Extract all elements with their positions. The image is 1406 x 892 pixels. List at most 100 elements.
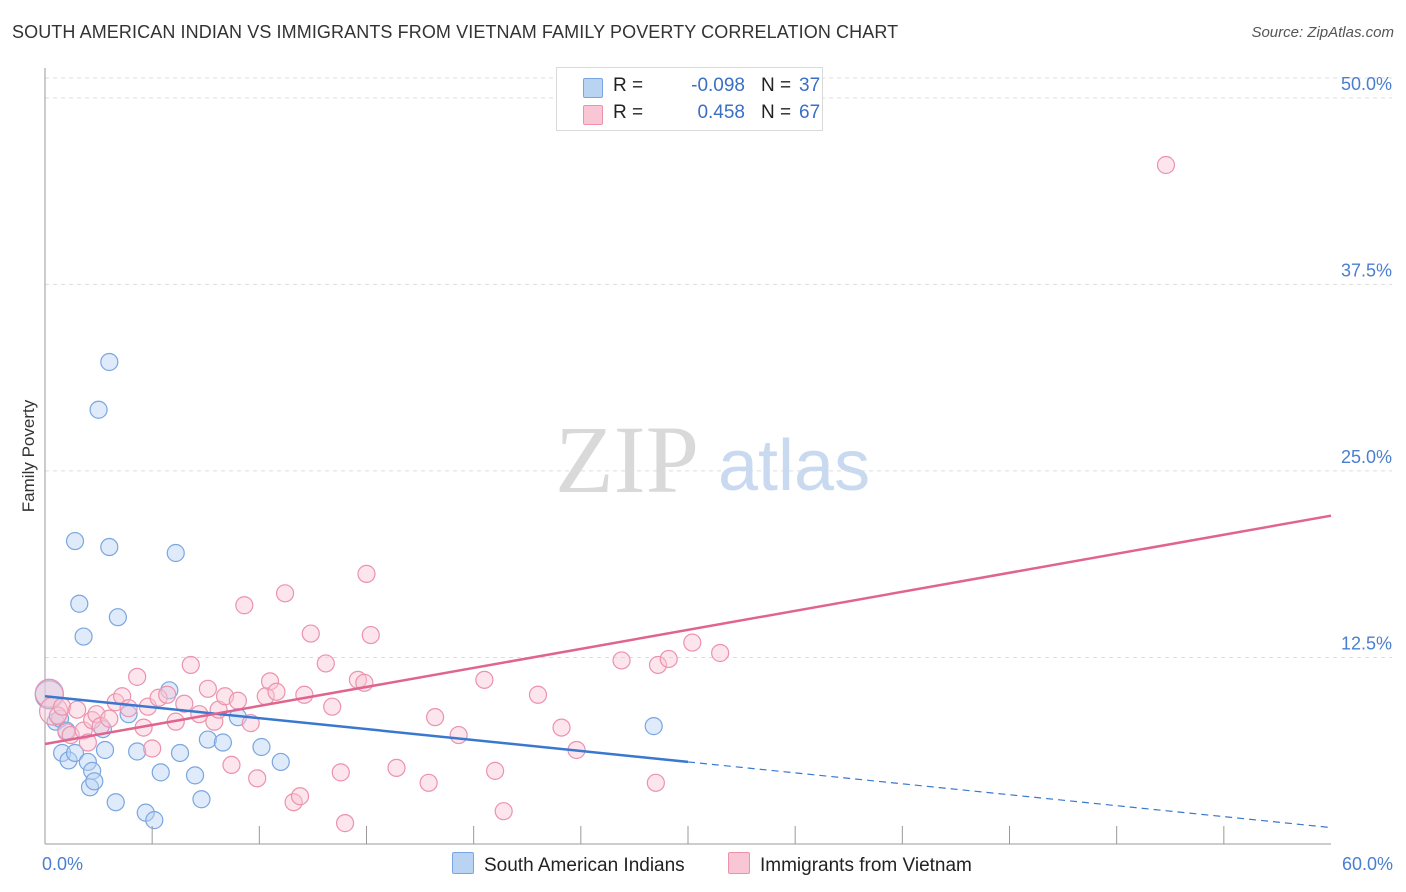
point-immigrant-vietnam bbox=[100, 709, 119, 728]
trend-line-south-american-extrapolated bbox=[687, 761, 1332, 829]
series-legend-vietnam[interactable]: Immigrants from Vietnam bbox=[728, 852, 972, 877]
point-immigrant-vietnam bbox=[235, 596, 254, 615]
point-south-american-indian bbox=[106, 793, 125, 812]
trend-layer bbox=[44, 514, 1332, 829]
point-south-american-indian bbox=[185, 766, 205, 785]
legend-n-value: 37 bbox=[799, 75, 821, 96]
point-immigrant-vietnam bbox=[494, 802, 513, 821]
point-south-american-indian bbox=[89, 400, 108, 419]
legend-swatch-pink bbox=[583, 105, 603, 125]
point-immigrant-vietnam bbox=[449, 725, 468, 745]
point-immigrant-vietnam bbox=[552, 718, 571, 737]
point-immigrant-vietnam bbox=[190, 705, 209, 724]
point-immigrant-vietnam bbox=[425, 708, 445, 727]
point-immigrant-vietnam bbox=[387, 758, 406, 777]
point-immigrant-vietnam bbox=[419, 773, 438, 792]
point-south-american-indian bbox=[192, 790, 211, 809]
point-immigrant-vietnam bbox=[316, 654, 335, 673]
watermark-atlas: atlas bbox=[718, 426, 870, 506]
x-tick-label-max: 60.0% bbox=[1342, 854, 1393, 874]
point-south-american-indian bbox=[95, 740, 115, 760]
series-legend-label: South American Indians bbox=[484, 855, 685, 876]
point-south-american-indian bbox=[65, 531, 85, 551]
legend-n-label: N = bbox=[761, 75, 792, 96]
point-immigrant-vietnam bbox=[175, 694, 194, 713]
point-south-american-indian bbox=[108, 608, 127, 627]
watermark: ZIP atlas bbox=[555, 406, 870, 513]
y-axis-label: Family Poverty bbox=[19, 399, 38, 512]
chart-title: SOUTH AMERICAN INDIAN VS IMMIGRANTS FROM… bbox=[12, 22, 899, 42]
ticks-layer: 12.5% 25.0% 37.5% 50.0% 0.0% 60.0% bbox=[42, 74, 1393, 874]
point-immigrant-vietnam bbox=[331, 763, 350, 782]
point-south-american-indian bbox=[252, 737, 271, 757]
point-immigrant-vietnam bbox=[267, 682, 286, 701]
point-immigrant-vietnam bbox=[68, 700, 87, 719]
point-south-american-indian bbox=[271, 752, 290, 772]
point-south-american-indian bbox=[59, 751, 78, 770]
point-immigrant-vietnam bbox=[260, 672, 280, 691]
point-immigrant-vietnam bbox=[228, 691, 247, 710]
x-tick-label-min: 0.0% bbox=[42, 854, 83, 874]
point-immigrant-vietnam bbox=[48, 706, 67, 725]
point-immigrant-vietnam bbox=[275, 584, 295, 603]
point-immigrant-vietnam bbox=[335, 814, 355, 833]
series-legend-label: Immigrants from Vietnam bbox=[760, 855, 972, 876]
point-south-american-indian bbox=[213, 733, 232, 752]
series-swatch-pink bbox=[728, 852, 750, 874]
series-legend-south-american[interactable]: South American Indians bbox=[452, 852, 685, 877]
point-immigrant-vietnam bbox=[357, 564, 376, 583]
point-immigrant-vietnam bbox=[143, 739, 162, 758]
trend-line-vietnam bbox=[44, 514, 1332, 746]
point-south-american-indian bbox=[644, 717, 663, 736]
point-immigrant-vietnam bbox=[181, 655, 200, 675]
source-label: Source: ZipAtlas.com bbox=[1251, 24, 1394, 41]
y-tick-label: 12.5% bbox=[1341, 633, 1392, 653]
point-immigrant-vietnam bbox=[648, 655, 668, 675]
point-immigrant-vietnam bbox=[683, 633, 702, 652]
point-immigrant-vietnam bbox=[295, 685, 314, 704]
point-south-american-indian bbox=[53, 743, 72, 763]
point-immigrant-vietnam bbox=[323, 697, 342, 716]
grid-layer bbox=[45, 77, 1392, 658]
legend-swatch-blue bbox=[583, 78, 603, 98]
point-immigrant-vietnam bbox=[53, 697, 72, 716]
point-immigrant-vietnam bbox=[128, 667, 147, 686]
point-immigrant-vietnam bbox=[158, 685, 177, 704]
point-south-american-indian bbox=[85, 772, 104, 791]
legend-r-label: R = bbox=[613, 102, 644, 123]
point-south-american-indian bbox=[100, 352, 119, 372]
point-south-american-indian bbox=[74, 627, 93, 646]
legend-r-value: -0.098 bbox=[691, 75, 745, 96]
point-south-american-indian bbox=[128, 742, 147, 761]
point-immigrant-vietnam bbox=[646, 773, 665, 792]
point-south-american-indian bbox=[70, 594, 89, 613]
point-immigrant-vietnam bbox=[119, 699, 138, 718]
correlation-legend: R = -0.098 N = 37 R = 0.458 N = 67 bbox=[556, 67, 823, 131]
y-tick-label: 25.0% bbox=[1341, 447, 1392, 467]
point-immigrant-vietnam bbox=[659, 649, 678, 669]
point-immigrant-vietnam bbox=[486, 761, 505, 780]
point-immigrant-vietnam bbox=[290, 787, 310, 806]
point-immigrant-vietnam bbox=[1156, 155, 1176, 175]
y-tick-label: 37.5% bbox=[1341, 260, 1392, 280]
point-immigrant-vietnam bbox=[361, 625, 380, 645]
point-south-american-indian bbox=[166, 543, 185, 563]
point-immigrant-vietnam bbox=[198, 679, 217, 698]
point-south-american-indian bbox=[78, 752, 97, 772]
watermark-zip: ZIP bbox=[555, 406, 699, 513]
series-swatch-blue bbox=[452, 852, 474, 874]
point-south-american-indian bbox=[100, 537, 119, 557]
point-immigrant-vietnam bbox=[301, 624, 320, 643]
point-immigrant-vietnam bbox=[711, 643, 730, 663]
point-immigrant-vietnam bbox=[528, 685, 548, 704]
legend-n-label: N = bbox=[761, 102, 792, 123]
legend-r-value: 0.458 bbox=[697, 102, 745, 123]
point-immigrant-vietnam bbox=[475, 670, 494, 689]
legend-n-value: 67 bbox=[799, 102, 821, 123]
point-immigrant-vietnam bbox=[248, 769, 267, 788]
legend-r-label: R = bbox=[613, 75, 644, 96]
point-south-american-indian bbox=[151, 763, 170, 782]
point-immigrant-vietnam bbox=[222, 755, 241, 775]
point-south-american-indian bbox=[65, 743, 85, 763]
